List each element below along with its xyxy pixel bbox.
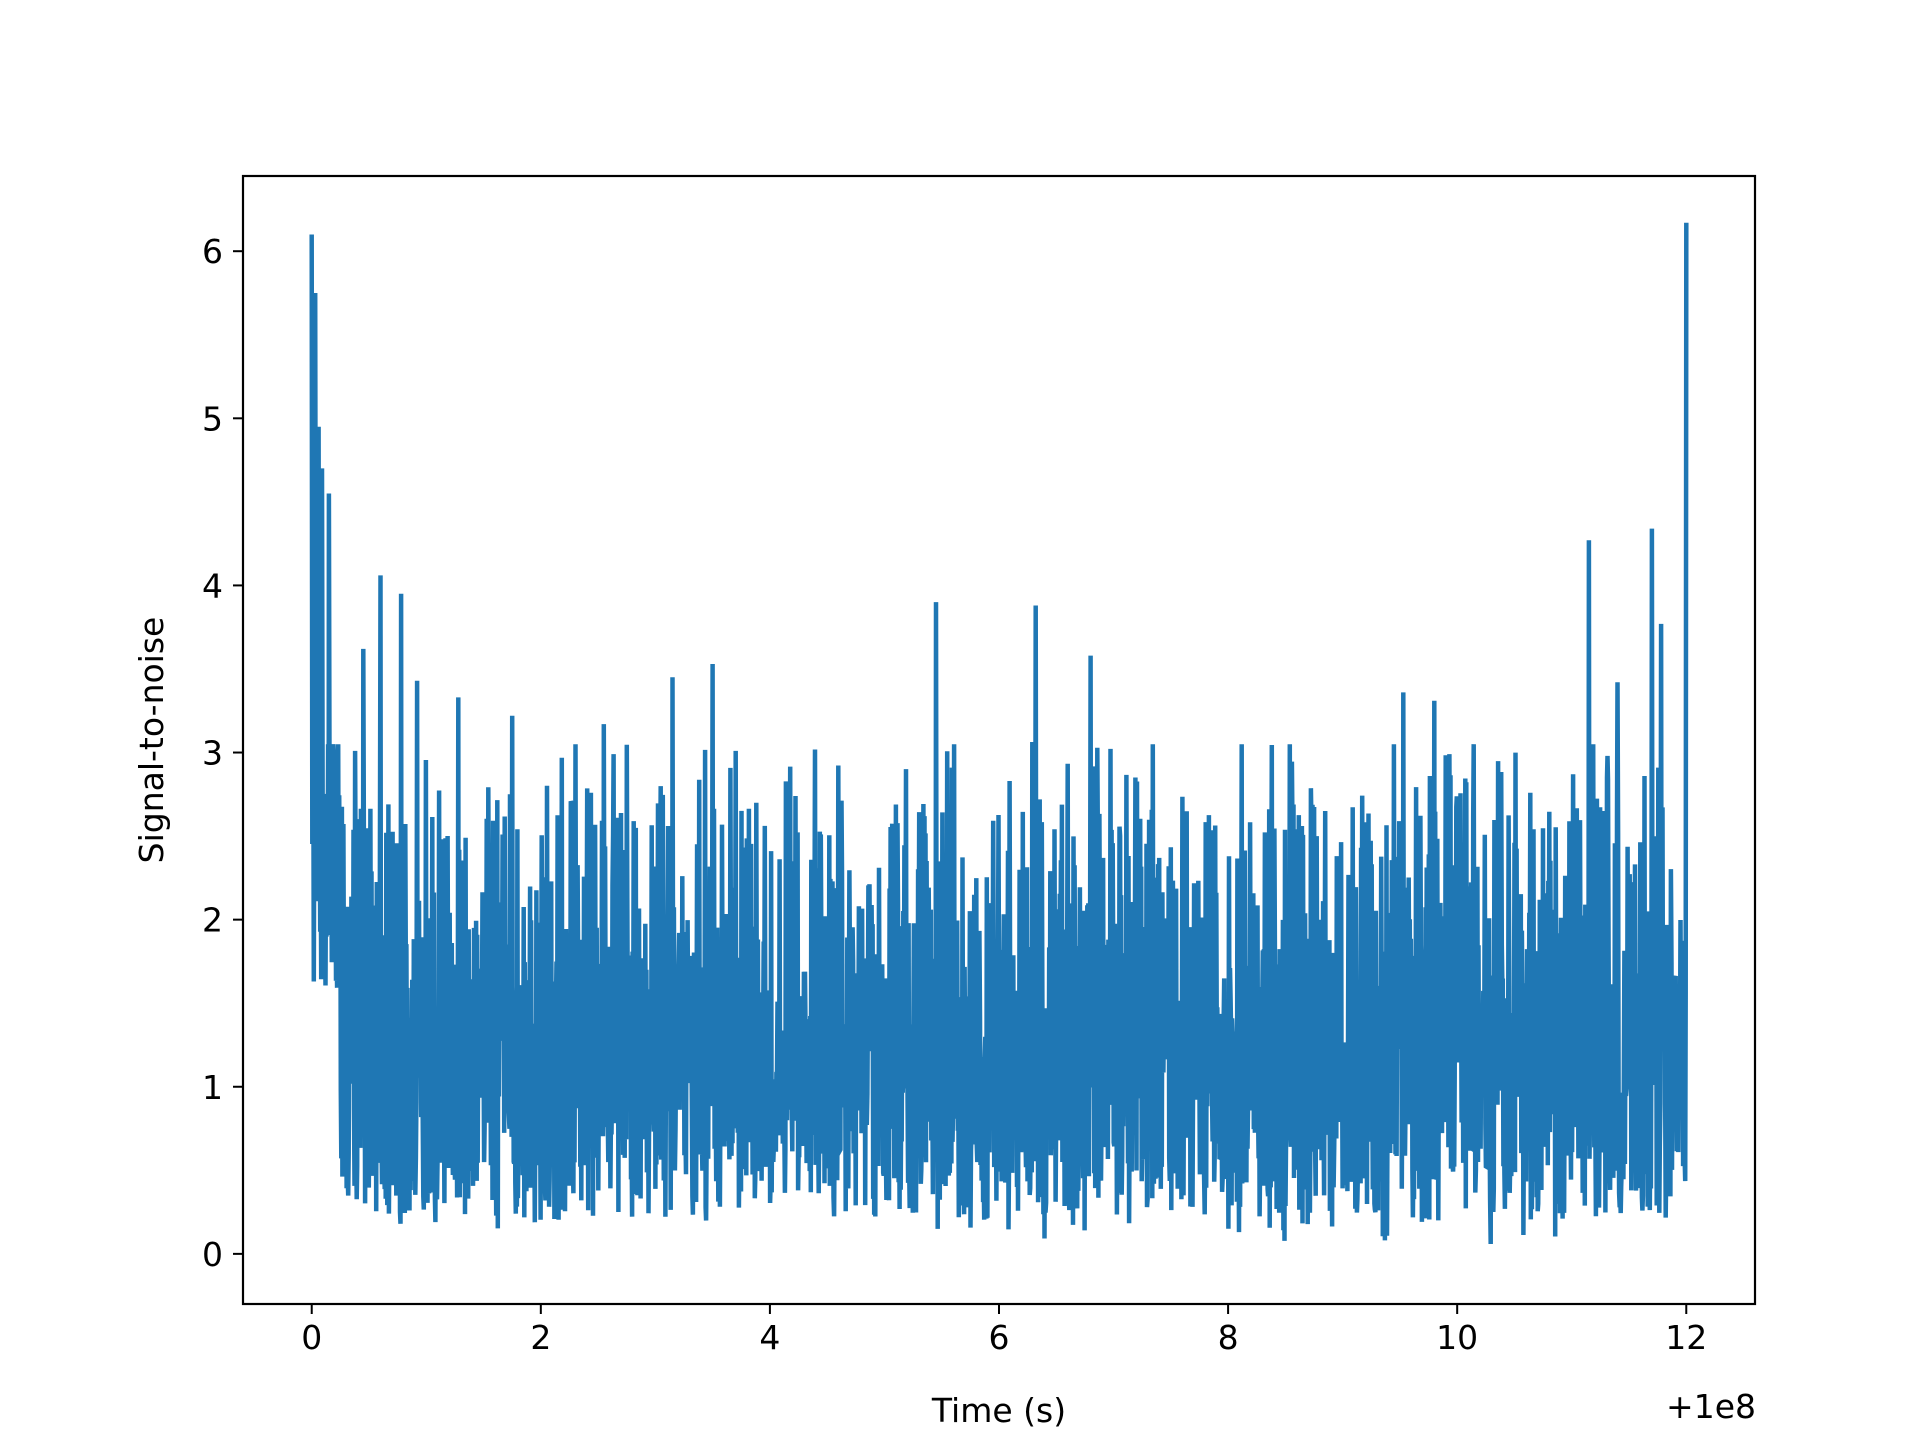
x-tick-label: 4 [759, 1318, 780, 1357]
x-tick-label: 2 [530, 1318, 551, 1357]
y-tick-label: 6 [202, 232, 223, 271]
y-tick-label: 1 [202, 1068, 223, 1107]
x-axis-label: Time (s) [931, 1391, 1066, 1430]
x-tick-label: 6 [989, 1318, 1010, 1357]
y-tick-label: 3 [202, 734, 223, 773]
x-tick-label: 12 [1665, 1318, 1707, 1357]
x-offset-label: +1e8 [1666, 1387, 1756, 1426]
series-layer [309, 222, 1689, 1245]
x-axis: 0 2 4 6 8 10 12 [301, 1304, 1707, 1357]
x-tick-label: 8 [1218, 1318, 1239, 1357]
y-tick-label: 4 [202, 566, 223, 605]
y-tick-label: 5 [202, 399, 223, 438]
x-tick-label: 10 [1436, 1318, 1478, 1357]
y-tick-label: 0 [202, 1235, 223, 1274]
x-tick-label: 0 [301, 1318, 322, 1357]
snr-series-line [309, 222, 1689, 1245]
y-axis: 0 1 2 3 4 5 6 [202, 232, 243, 1274]
y-tick-label: 2 [202, 901, 223, 940]
y-axis-label: Signal-to-noise [132, 617, 171, 864]
